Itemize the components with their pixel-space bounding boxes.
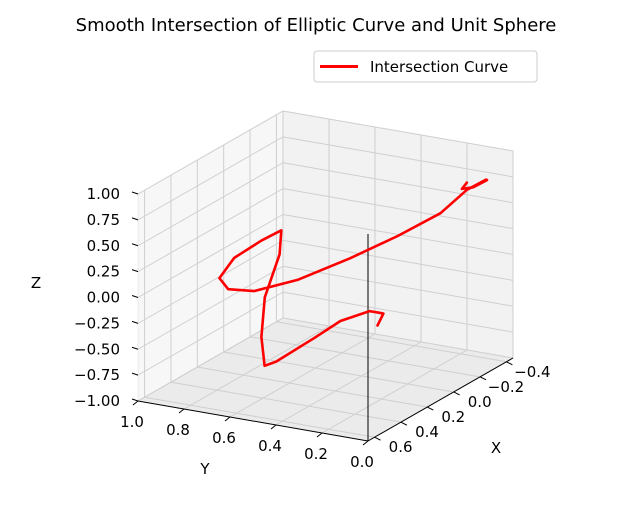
z-tick-label: 0.25 [87,263,120,281]
y-tick-label: 1.0 [120,413,144,431]
gridline-z-back [137,265,284,350]
gridline-x-floor [249,336,481,378]
gridline-x-floor [197,366,428,408]
gridline-z-back [137,162,284,247]
y-tick [178,408,185,414]
z-tick [131,346,139,350]
chart-title: Smooth Intersection of Elliptic Curve an… [76,15,557,36]
axis-lines [137,234,514,442]
x-tick [506,361,513,366]
legend-label: Intersection Curve [370,58,508,76]
gridline-y-floor [321,349,468,434]
axes-3d: −0.4−0.20.00.20.40.60.00.20.40.60.81.01.… [74,110,551,471]
z-tick-label: −1.00 [74,392,120,410]
legend-frame [313,50,538,83]
z-tick-label: 0.00 [87,289,120,307]
z-tick [131,398,139,402]
z-tick-label: −0.75 [74,366,120,384]
y-axis-line [137,400,369,442]
gridline-x-floor [276,321,507,363]
z-tick [131,372,139,376]
series-layer [218,178,489,368]
z-tick [131,243,139,247]
x-tick [453,391,460,396]
gridline-z-left [282,188,514,230]
gridline-z-back [137,136,284,221]
y-tick [132,400,139,406]
gridline-z-left [282,239,514,281]
x-tick-label: −0.2 [488,378,524,396]
z-tick [131,320,139,324]
gridlines [137,110,514,442]
y-tick-label: 0.2 [304,445,328,463]
x-tick-label: 0.0 [468,393,492,411]
z-tick [131,269,139,273]
z-tick [131,217,139,221]
x-tick [374,436,381,441]
y-tick-label: 0.8 [166,421,190,439]
gridline-z-left [282,136,514,178]
x-tick-label: 0.6 [389,438,413,456]
x-tick [479,376,487,381]
y-tick-label: 0.0 [350,453,374,471]
z-tick-label: −0.50 [74,340,120,358]
gridline-z-left [282,317,514,359]
gridline-z-back [137,239,284,324]
y-tick [224,416,231,422]
gridline-x-floor [144,396,375,438]
z-tick-label: 0.50 [87,237,120,255]
z-tick-label: −0.25 [74,314,120,332]
y-tick [316,432,323,438]
z-tick [131,191,139,195]
x-axis-line [367,357,514,442]
series-line-0 [218,178,489,368]
gridline-z-left [282,162,514,204]
legend: Intersection Curve [313,50,538,83]
y-tick [362,440,369,446]
x-tick-label: −0.4 [514,363,550,381]
x-axis-label: X [491,439,501,457]
y-axis-label: Y [199,460,210,478]
gridline-z-back [137,188,284,273]
gridline-y-floor [229,333,376,418]
gridline-y-floor [183,325,330,410]
gridline-z-left [282,110,514,152]
gridline-z-back [137,214,284,298]
gridline-z-back [137,291,284,376]
y-tick-label: 0.6 [212,429,236,447]
z-tick-label: 0.75 [87,211,120,229]
gridline-z-left [282,291,514,333]
gridline-x-floor [170,381,402,423]
x-tick [427,406,434,411]
y-tick [270,424,277,430]
gridline-z-back [137,110,284,195]
z-tick-label: 1.00 [87,185,120,203]
y-tick-label: 0.4 [258,437,282,455]
z-tick [131,295,139,298]
gridline-z-back [137,317,284,402]
x-tick-label: 0.2 [441,408,465,426]
x-tick-label: 0.4 [415,423,439,441]
x-tick [400,421,408,426]
gridline-z-left [282,265,514,307]
gridline-x-floor [223,351,454,393]
tick-marks [131,191,513,446]
z-axis-label: Z [31,274,41,292]
gridline-y-floor [275,341,422,426]
tick-labels: −0.4−0.20.00.20.40.60.00.20.40.60.81.01.… [74,185,551,471]
